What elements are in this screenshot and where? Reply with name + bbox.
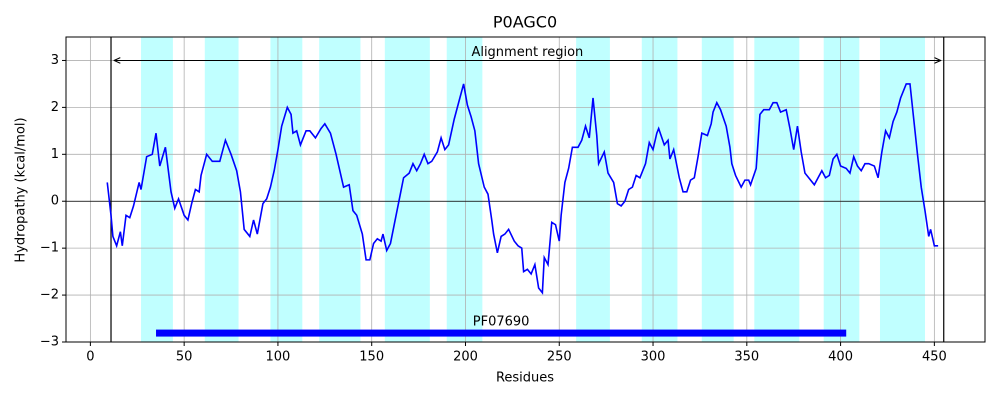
y-tick-label: 3 <box>51 53 59 68</box>
y-tick-label: 2 <box>51 100 59 115</box>
helix-band <box>701 37 734 342</box>
chart-title: P0AGC0 <box>493 13 557 32</box>
x-tick-label: 450 <box>922 350 947 365</box>
x-tick-label: 100 <box>266 350 291 365</box>
x-tick-label: 350 <box>734 350 759 365</box>
helix-band <box>823 37 860 342</box>
y-tick-label: −2 <box>40 288 59 303</box>
y-tick-label: −1 <box>40 241 59 256</box>
y-tick-label: −3 <box>40 335 59 350</box>
plot-frame <box>65 36 986 343</box>
helix-band <box>384 37 430 342</box>
alignment-label: Alignment region <box>471 45 583 60</box>
x-tick-label: 50 <box>176 350 193 365</box>
helix-band <box>754 37 800 342</box>
x-axis-label: Residues <box>496 371 554 386</box>
y-tick-label: 0 <box>51 194 59 209</box>
helix-band <box>270 37 303 342</box>
y-tick-label: 1 <box>51 147 59 162</box>
x-tick-label: 0 <box>86 350 94 365</box>
helix-band <box>879 37 925 342</box>
helix-band <box>641 37 678 342</box>
helix-band <box>319 37 361 342</box>
domain-label: PF07690 <box>473 315 530 330</box>
helix-band <box>446 37 483 342</box>
x-tick-label: 300 <box>641 350 666 365</box>
x-tick-label: 200 <box>453 350 478 365</box>
domain-bar <box>156 329 847 337</box>
x-tick-label: 400 <box>828 350 853 365</box>
hydropathy-line <box>106 83 939 295</box>
y-axis-label: Hydropathy (kcal/mol) <box>14 117 29 262</box>
helix-band <box>204 37 239 342</box>
helix-band <box>141 37 173 342</box>
x-tick-label: 150 <box>359 350 384 365</box>
helix-band <box>576 37 610 342</box>
x-tick-label: 250 <box>547 350 572 365</box>
